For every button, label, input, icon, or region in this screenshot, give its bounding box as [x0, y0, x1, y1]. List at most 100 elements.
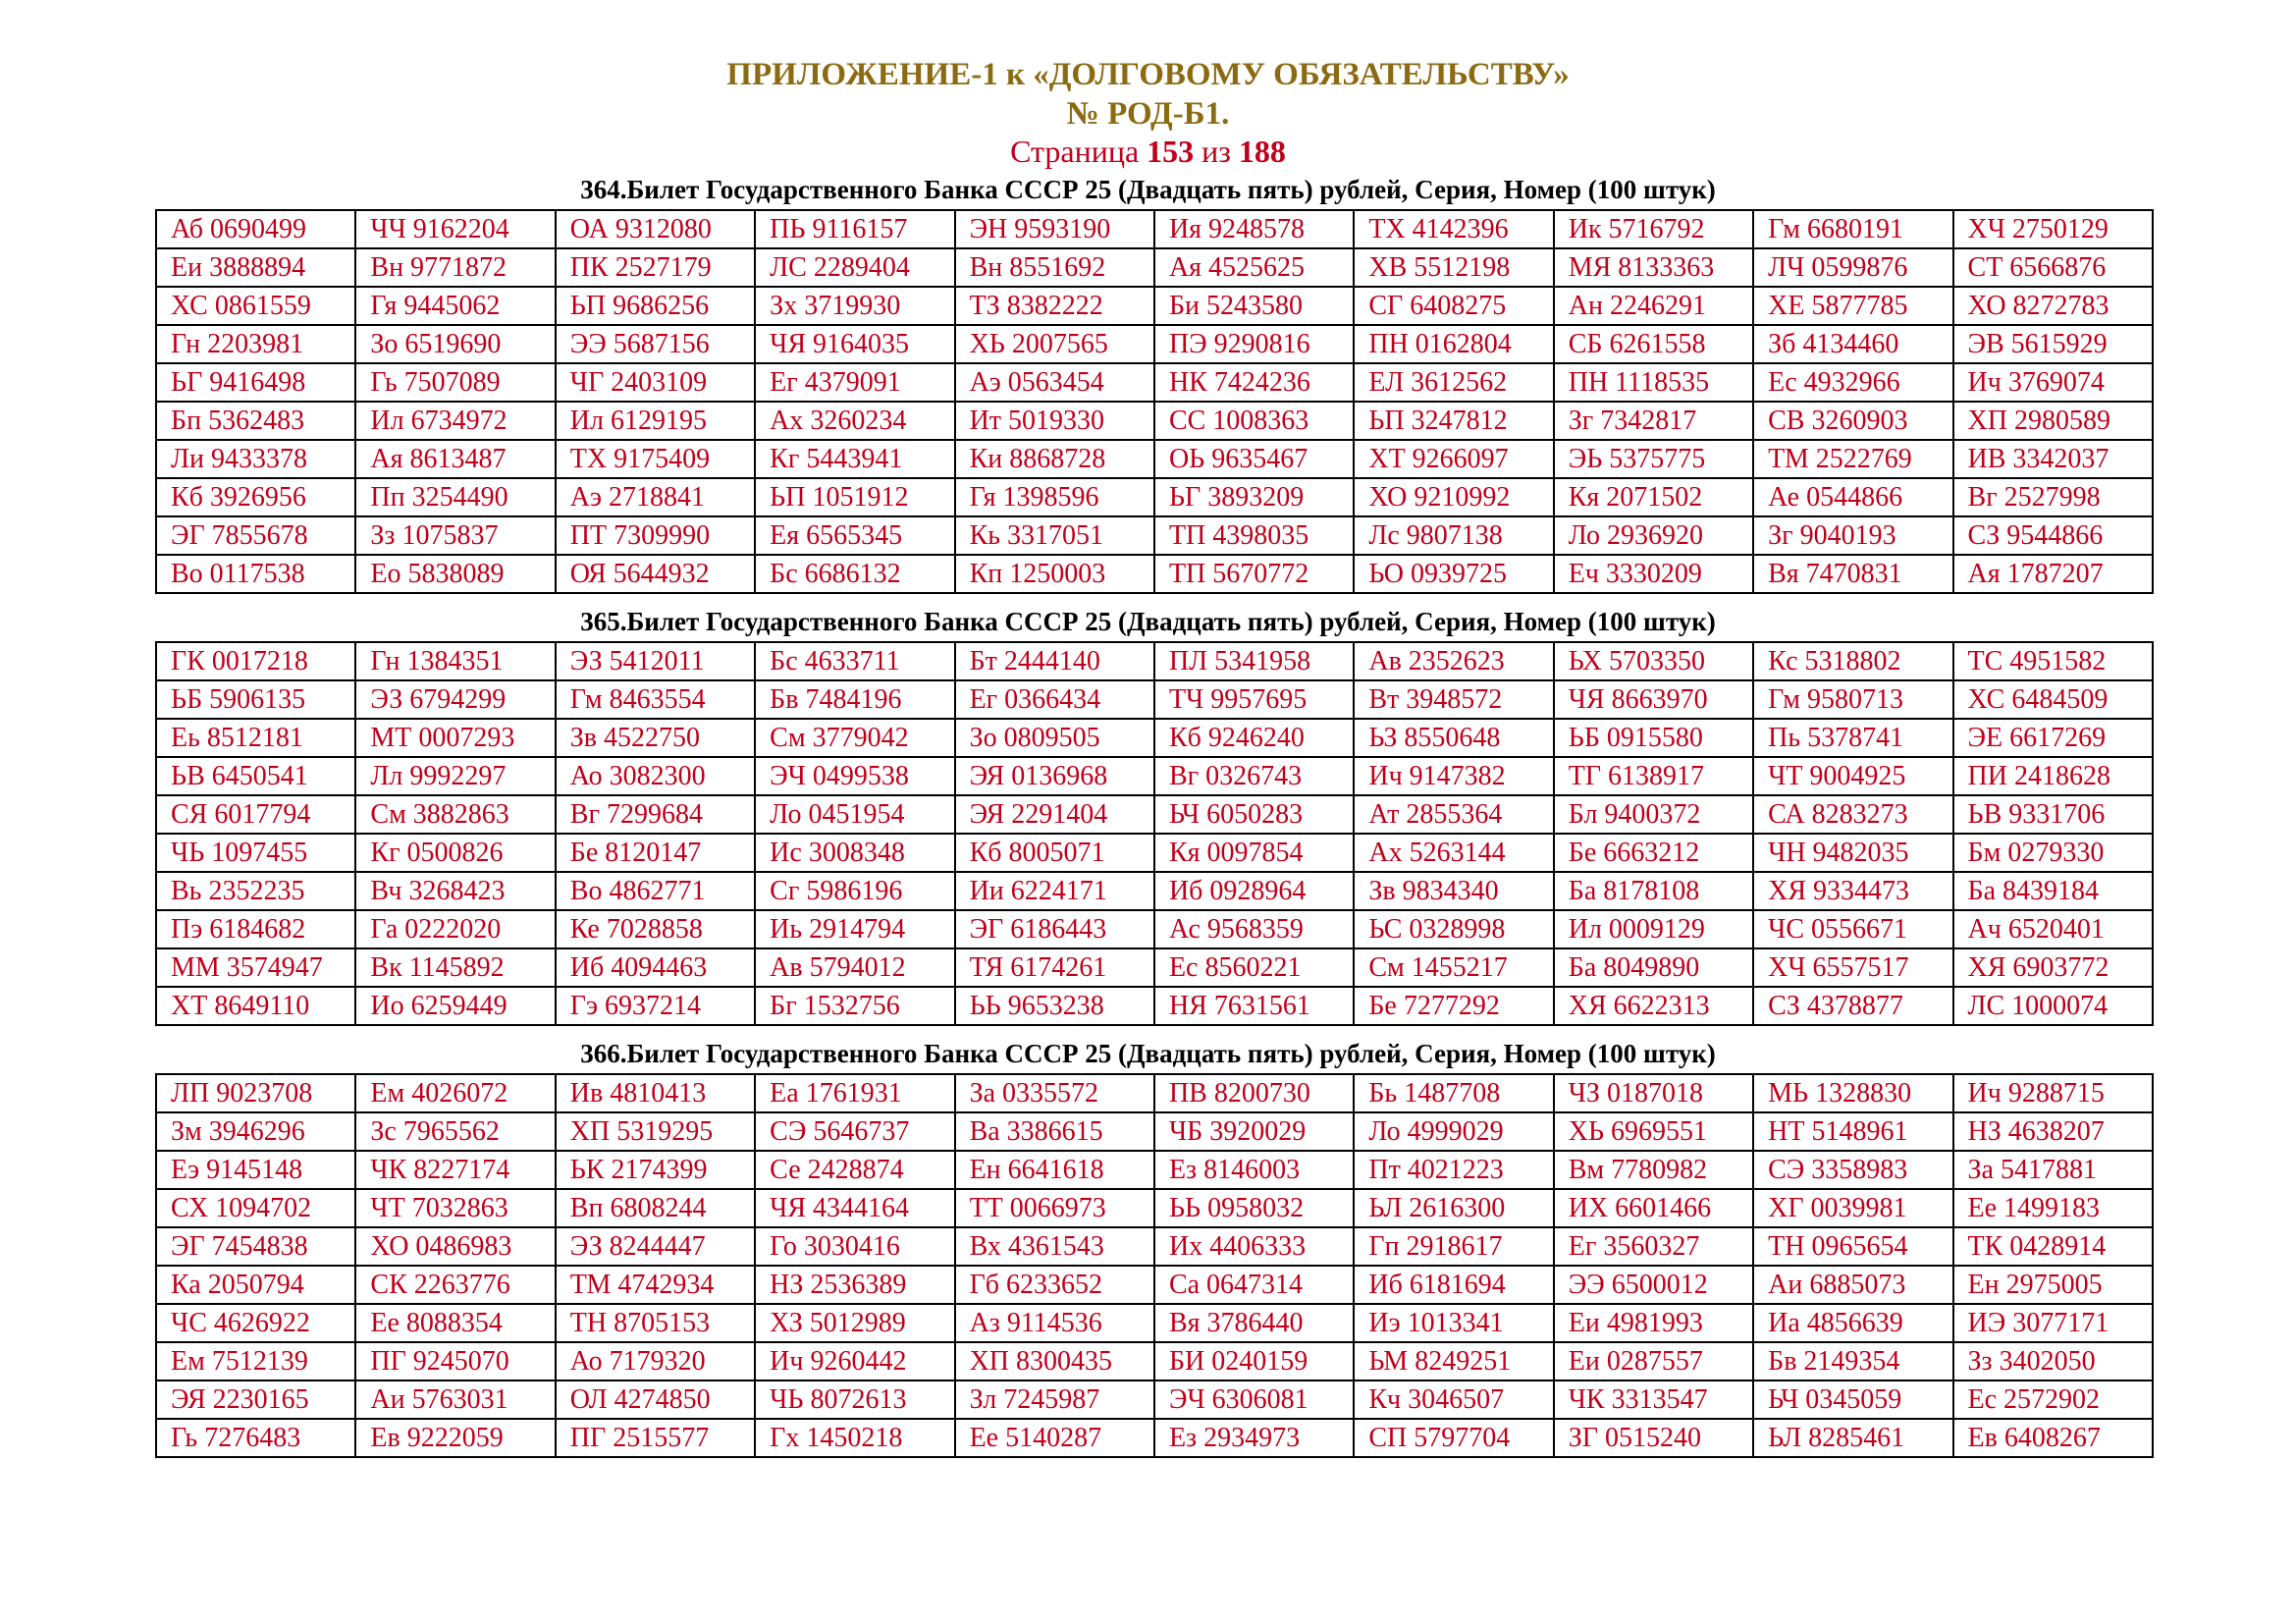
- table-row: СХ 1094702 ЧТ 7032863 Вп 6808244 ЧЯ 4344164…: [154, 1188, 2155, 1228]
- serial-number-cell: ЬК 2174399: [554, 1150, 757, 1190]
- serial-number-cell: ЧЬ 1097455: [154, 833, 357, 873]
- page-word: Страница: [1010, 134, 1140, 169]
- table-row: Во 0117538 Ео 5838089 ОЯ 5644932 Бс 6686132…: [154, 554, 2155, 594]
- serial-number-cell: Вт 3948572: [1353, 679, 1555, 720]
- serial-number-cell: Зо 0809505: [953, 718, 1155, 758]
- serial-number-cell: ИХ 6601466: [1552, 1188, 1755, 1228]
- serial-number-cell: Кч 3046507: [1353, 1380, 1555, 1420]
- serial-number-cell: Бе 6663212: [1552, 833, 1755, 873]
- serial-number-cell: ЭЭ 5687156: [554, 324, 757, 364]
- serial-number-cell: ПЬ 9116157: [754, 209, 956, 249]
- serial-number-cell: Иб 0928964: [1152, 871, 1356, 911]
- serial-number-cell: Го 3030416: [754, 1226, 956, 1267]
- serial-number-cell: ЧГ 2403109: [554, 362, 757, 403]
- serial-number-cell: Ба 8178108: [1552, 871, 1755, 911]
- serial-number-cell: СА 8283273: [1752, 794, 1954, 835]
- serial-number-cell: Ав 2352623: [1353, 641, 1555, 681]
- serial-number-cell: ЭЯ 2291404: [953, 794, 1155, 835]
- serial-number-cell: Иа 4856639: [1752, 1303, 1954, 1343]
- serial-number-cell: ЬП 9686256: [554, 286, 757, 326]
- serial-number-cell: Гм 8463554: [554, 679, 757, 720]
- serial-number-cell: Ез 2934973: [1152, 1418, 1356, 1458]
- serial-number-cell: Ес 2572902: [1951, 1380, 2155, 1420]
- serial-number-cell: За 0335572: [953, 1073, 1155, 1113]
- serial-number-cell: ЭЗ 6794299: [354, 679, 557, 720]
- serial-number-cell: ХЗ 5012989: [754, 1303, 956, 1343]
- serial-number-cell: Вя 3786440: [1152, 1303, 1356, 1343]
- serial-number-cell: ПН 1118535: [1552, 362, 1755, 403]
- section-caption-365: 365.Билет Государственного Банка СССР 25…: [580, 607, 1716, 636]
- serial-number-cell: ЛП 9023708: [154, 1073, 357, 1113]
- serial-number-cell: ЧТ 7032863: [354, 1188, 557, 1228]
- serial-number-cell: Ез 8146003: [1152, 1150, 1356, 1190]
- serial-number-cell: Вя 7470831: [1752, 554, 1954, 594]
- serial-number-cell: ОА 9312080: [554, 209, 757, 249]
- serial-number-cell: Пп 3254490: [354, 477, 557, 517]
- serial-number-cell: ХО 0486983: [354, 1226, 557, 1267]
- serial-number-cell: Вг 2527998: [1951, 477, 2155, 517]
- table-row: Еь 8512181 МТ 0007293 Зв 4522750 См 3779042…: [154, 718, 2155, 758]
- serial-number-cell: Зм 3946296: [154, 1111, 357, 1152]
- serial-number-cell: Бг 1532756: [754, 986, 956, 1026]
- banknote-table-366: ЛП 9023708 Ем 4026072 Ив 4810413 Еа 1761931…: [154, 1073, 2155, 1458]
- serial-number-cell: ЬЬ 9653238: [953, 986, 1155, 1026]
- serial-number-cell: СЗ 4378877: [1752, 986, 1954, 1026]
- serial-number-cell: Их 4406333: [1152, 1226, 1356, 1267]
- serial-number-cell: Га 0222020: [354, 909, 557, 949]
- serial-number-cell: Кб 3926956: [154, 477, 357, 517]
- serial-number-cell: ЧЯ 8663970: [1552, 679, 1755, 720]
- serial-number-cell: Ее 5140287: [953, 1418, 1155, 1458]
- serial-number-cell: Иб 4094463: [554, 947, 757, 988]
- serial-number-cell: ЧЯ 4344164: [754, 1188, 956, 1228]
- serial-number-cell: ПК 2527179: [554, 247, 757, 288]
- serial-number-cell: МТ 0007293: [354, 718, 557, 758]
- serial-number-cell: МЬ 1328830: [1752, 1073, 1954, 1113]
- serial-number-cell: Иб 6181694: [1353, 1265, 1555, 1305]
- serial-number-cell: Гх 1450218: [754, 1418, 956, 1458]
- serial-number-cell: СС 1008363: [1152, 401, 1356, 441]
- serial-number-cell: Гь 7507089: [354, 362, 557, 403]
- serial-number-cell: ЬХ 5703350: [1552, 641, 1755, 681]
- table-row: Аб 0690499 ЧЧ 9162204 ОА 9312080 ПЬ 9116157…: [154, 209, 2155, 249]
- serial-number-cell: ЬГ 9416498: [154, 362, 357, 403]
- serial-number-cell: Кг 0500826: [354, 833, 557, 873]
- serial-number-cell: Гн 1384351: [354, 641, 557, 681]
- serial-number-cell: Иэ 1013341: [1353, 1303, 1555, 1343]
- serial-number-cell: Зв 9834340: [1353, 871, 1555, 911]
- serial-number-cell: Кп 1250003: [953, 554, 1155, 594]
- table-row: ЬГ 9416498 Гь 7507089 ЧГ 2403109 Ег 4379091…: [154, 362, 2155, 403]
- serial-number-cell: Ея 6565345: [754, 515, 956, 556]
- serial-number-cell: ТН 0965654: [1752, 1226, 1954, 1267]
- serial-number-cell: Ил 6129195: [554, 401, 757, 441]
- serial-number-cell: ТЯ 6174261: [953, 947, 1155, 988]
- serial-number-cell: ТП 5670772: [1152, 554, 1356, 594]
- serial-number-cell: Аэ 2718841: [554, 477, 757, 517]
- serial-number-cell: Ич 3769074: [1951, 362, 2155, 403]
- serial-number-cell: ХП 8300435: [953, 1341, 1155, 1381]
- serial-number-cell: ПЛ 5341958: [1152, 641, 1356, 681]
- serial-number-cell: ЭЗ 5412011: [554, 641, 757, 681]
- serial-number-cell: Ио 6259449: [354, 986, 557, 1026]
- serial-number-cell: СЗ 9544866: [1951, 515, 2155, 556]
- serial-number-cell: ХП 5319295: [554, 1111, 757, 1152]
- serial-number-cell: Кг 5443941: [754, 439, 956, 479]
- serial-number-cell: НЗ 2536389: [754, 1265, 956, 1305]
- serial-number-cell: Гб 6233652: [953, 1265, 1155, 1305]
- serial-number-cell: ОЛ 4274850: [554, 1380, 757, 1420]
- serial-number-cell: БИ 0240159: [1152, 1341, 1356, 1381]
- serial-number-cell: ЬО 0939725: [1353, 554, 1555, 594]
- serial-number-cell: Вг 7299684: [554, 794, 757, 835]
- serial-number-cell: Ав 5794012: [754, 947, 956, 988]
- serial-number-cell: Гп 2918617: [1353, 1226, 1555, 1267]
- serial-number-cell: Ик 5716792: [1552, 209, 1755, 249]
- serial-number-cell: Пь 5378741: [1752, 718, 1954, 758]
- serial-number-cell: ХЕ 5877785: [1752, 286, 1954, 326]
- serial-number-cell: Ег 0366434: [953, 679, 1155, 720]
- serial-number-cell: ЭЗ 8244447: [554, 1226, 757, 1267]
- serial-number-cell: ЬБ 0915580: [1552, 718, 1755, 758]
- serial-number-cell: ЭЭ 6500012: [1552, 1265, 1755, 1305]
- serial-number-cell: Аи 6885073: [1752, 1265, 1954, 1305]
- serial-number-cell: Аз 9114536: [953, 1303, 1155, 1343]
- serial-number-cell: Ах 5263144: [1353, 833, 1555, 873]
- serial-number-cell: Ке 7028858: [554, 909, 757, 949]
